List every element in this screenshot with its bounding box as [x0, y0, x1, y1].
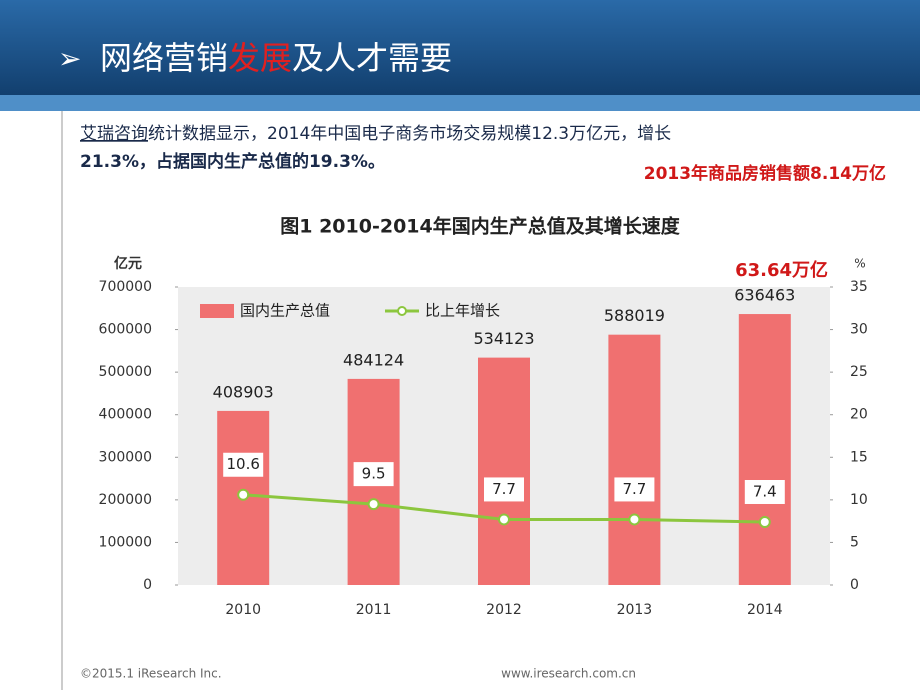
- y-tick-label: 300000: [99, 449, 152, 465]
- line-label: 9.5: [362, 465, 386, 483]
- y2-tick-label: 10: [850, 492, 868, 508]
- callout: 63.64万亿: [735, 259, 828, 281]
- y2-axis-label: %: [854, 257, 865, 271]
- y-tick-label: 100000: [99, 534, 152, 550]
- legend-swatch: [397, 306, 407, 316]
- intro-source: 艾瑞咨询: [80, 124, 148, 144]
- footer-left: ©2015.1 iResearch Inc.: [80, 667, 222, 681]
- bullet: ➢: [58, 42, 81, 75]
- line-point: [237, 488, 250, 501]
- line-point: [628, 513, 641, 526]
- bar: [608, 334, 661, 585]
- line-point: [498, 513, 510, 526]
- chart-title: 图1 2010-2014年国内生产总值及其增长速度: [280, 215, 680, 238]
- y-tick-label: 0: [143, 577, 152, 593]
- intro-text: 21.3%，占据国内生产总值的19.3%。: [80, 151, 385, 172]
- y2-tick-label: 35: [850, 279, 868, 295]
- x-tick-label: 2011: [356, 602, 392, 618]
- y-tick-label: 500000: [99, 364, 152, 380]
- title-part: 及人才需要: [292, 39, 452, 77]
- x-tick-label: 2014: [747, 602, 783, 618]
- line-point: [367, 498, 380, 511]
- legend-label: 国内生产总值: [240, 302, 330, 320]
- header-strip: [0, 95, 920, 111]
- y2-tick-label: 15: [850, 449, 868, 465]
- bar: [478, 357, 530, 585]
- x-tick-label: 2010: [225, 602, 261, 618]
- bar-label: 534123: [473, 329, 534, 348]
- y2-tick-label: 25: [850, 364, 868, 380]
- bar-label: 636463: [734, 286, 795, 305]
- y2-tick-label: 5: [850, 534, 859, 550]
- y2-tick-label: 30: [850, 322, 868, 338]
- label-box: [353, 462, 394, 487]
- y-tick-label: 700000: [99, 279, 152, 295]
- line-label: 7.7: [622, 480, 646, 498]
- bar-label: 484124: [343, 350, 404, 369]
- bar-label: 588019: [604, 306, 665, 325]
- intro: 艾瑞咨询统计数据显示，2014年中国电子商务市场交易规模12.3万亿元，增长: [80, 124, 671, 144]
- legend-swatch: [200, 304, 234, 318]
- label-box: [223, 452, 264, 477]
- label-box: [744, 479, 785, 504]
- y-tick-label: 600000: [99, 322, 152, 338]
- intro-text: 统计数据显示，2014年中国电子商务市场交易规模12.3万亿元，增长: [148, 124, 671, 144]
- label-box: [614, 477, 655, 502]
- line-label: 7.7: [492, 480, 516, 498]
- y-axis-label: 亿元: [114, 255, 142, 272]
- y-tick-label: 200000: [99, 492, 152, 508]
- bar: [738, 314, 791, 585]
- header-bar: [0, 0, 920, 95]
- title-part: 网络营销: [100, 39, 228, 77]
- bar-label: 408903: [213, 382, 274, 401]
- slide-title: 网络营销发展及人才需要: [100, 39, 452, 77]
- x-tick-label: 2013: [617, 602, 653, 618]
- label-box: [484, 477, 524, 502]
- line-point: [758, 515, 771, 528]
- line-label: 10.6: [226, 455, 259, 473]
- x-tick-label: 2012: [486, 602, 522, 618]
- y-tick-label: 400000: [99, 407, 152, 423]
- chart: 0 100000 200000 300000 400000 500000 600000 700…: [99, 279, 868, 618]
- y2-tick-label: 20: [850, 407, 868, 423]
- note: 2013年商品房销售额8.14万亿: [644, 163, 886, 184]
- title-part: 发展: [228, 39, 292, 77]
- line-label: 7.4: [753, 482, 777, 500]
- y2-tick-label: 0: [850, 577, 859, 593]
- footer-right: www.iresearch.com.cn: [501, 667, 636, 681]
- legend-label: 比上年增长: [425, 302, 500, 320]
